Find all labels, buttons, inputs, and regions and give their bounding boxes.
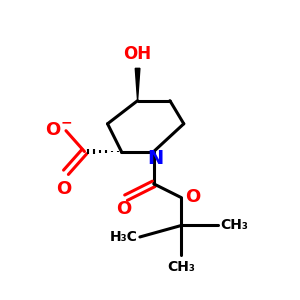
Polygon shape xyxy=(135,68,140,101)
Text: O: O xyxy=(45,121,60,139)
Text: −: − xyxy=(60,116,72,130)
Text: CH₃: CH₃ xyxy=(221,218,249,233)
Text: O: O xyxy=(185,188,200,206)
Text: O: O xyxy=(116,200,131,218)
Text: H₃C: H₃C xyxy=(110,230,138,244)
Text: O: O xyxy=(56,180,71,198)
Text: N: N xyxy=(147,149,163,168)
Text: OH: OH xyxy=(124,45,152,63)
Text: CH₃: CH₃ xyxy=(167,260,195,274)
